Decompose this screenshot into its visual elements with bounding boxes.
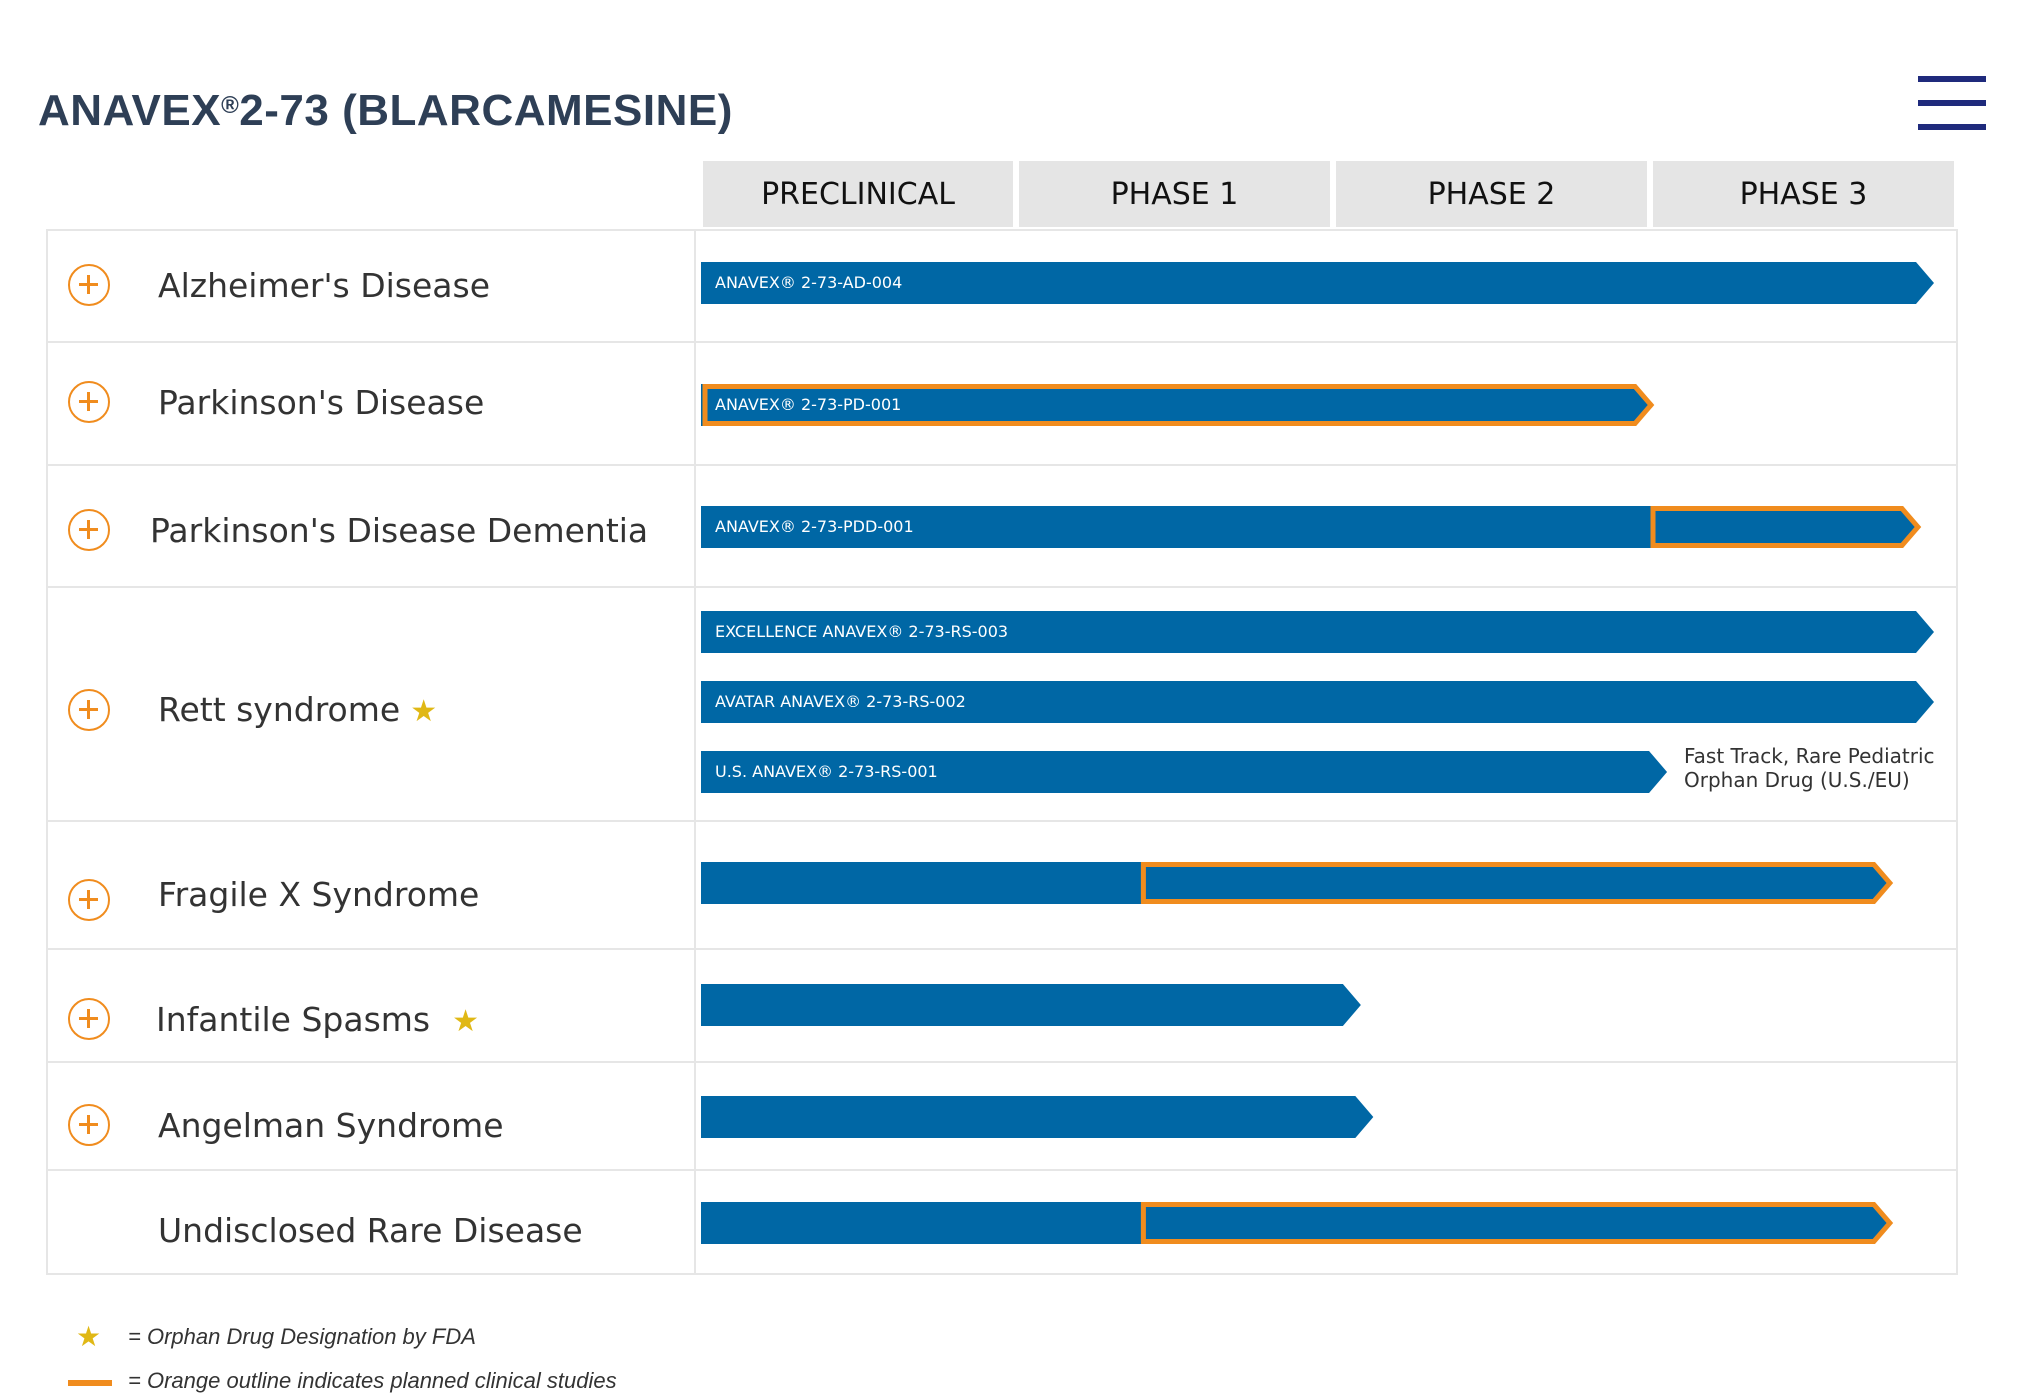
- indication-undisclosed: Undisclosed Rare Disease: [158, 1211, 583, 1250]
- row-divider: [46, 820, 1958, 822]
- trial-bar-fill: [701, 751, 1668, 793]
- trial-bar-undisclosed[interactable]: [701, 1202, 1894, 1244]
- rett-note-line-2: Orphan Drug (U.S./EU): [1684, 768, 1910, 792]
- trial-bar-rs-003[interactable]: EXCELLENCE ANAVEX® 2-73-RS-003: [701, 611, 1934, 653]
- trial-bar-shape: [701, 1096, 1374, 1138]
- trial-bar-ad-004[interactable]: ANAVEX® 2-73-AD-004: [701, 262, 1934, 304]
- registered-mark: ®: [221, 92, 240, 119]
- orphan-star-icon: ★: [410, 694, 438, 729]
- planned-outline: [1650, 506, 1922, 548]
- legend-planned-text: = Orange outline indicates planned clini…: [128, 1368, 617, 1393]
- title-brand: ANAVEX: [38, 86, 222, 135]
- trial-bar-pdd-001[interactable]: ANAVEX® 2-73-PDD-001: [701, 506, 1922, 548]
- trial-bar-shape: [701, 384, 1655, 426]
- indication-angelman: Angelman Syndrome: [158, 1106, 504, 1145]
- row-divider: [46, 586, 1958, 588]
- trial-bar-shape: [701, 751, 1668, 793]
- trial-bar-shape: [701, 611, 1934, 653]
- trial-bar-fill: [701, 611, 1934, 653]
- expand-plus-icon[interactable]: [68, 1104, 110, 1146]
- trial-label: ANAVEX® 2-73-AD-004: [715, 273, 903, 292]
- trial-label: ANAVEX® 2-73-PD-001: [715, 395, 902, 414]
- trial-label: AVATAR ANAVEX® 2-73-RS-002: [715, 692, 966, 711]
- indication-rett-label: Rett syndrome: [158, 690, 401, 729]
- trial-bar-fill: [701, 984, 1361, 1026]
- hamburger-menu-icon[interactable]: [1918, 76, 1986, 130]
- indication-infantile-spasms: Infantile Spasms ★: [156, 1000, 479, 1042]
- phase-header-phase-3: PHASE 3: [1653, 161, 1954, 227]
- expand-plus-icon[interactable]: [68, 879, 110, 921]
- indication-rett: Rett syndrome ★: [158, 690, 437, 732]
- expand-plus-icon[interactable]: [68, 689, 110, 731]
- title-compound: 2-73 (BLARCAMESINE): [239, 86, 733, 135]
- trial-bar-infantile-spasms[interactable]: [701, 984, 1361, 1026]
- legend-orphan-text: = Orphan Drug Designation by FDA: [128, 1324, 476, 1349]
- trial-bar-rs-001[interactable]: U.S. ANAVEX® 2-73-RS-001: [701, 751, 1668, 793]
- row-divider: [46, 948, 1958, 950]
- rett-designation-note: Fast Track, Rare Pediatric Orphan Drug (…: [1684, 744, 1935, 792]
- expand-plus-icon[interactable]: [68, 264, 110, 306]
- indication-fragile-x: Fragile X Syndrome: [158, 875, 480, 914]
- row-divider: [46, 1169, 1958, 1171]
- page-title: ANAVEX®2-73 (BLARCAMESINE): [38, 86, 733, 136]
- legend-orange-line: [68, 1380, 112, 1386]
- trial-bar-shape: [701, 506, 1922, 548]
- column-divider: [694, 229, 696, 1275]
- trial-label: ANAVEX® 2-73-PDD-001: [715, 517, 914, 536]
- trial-bar-fill: [701, 681, 1934, 723]
- indication-alzheimers: Alzheimer's Disease: [158, 266, 491, 305]
- expand-plus-icon[interactable]: [68, 998, 110, 1040]
- expand-plus-icon[interactable]: [68, 509, 110, 551]
- planned-outline: [1140, 862, 1894, 904]
- phase-header-preclinical: PRECLINICAL: [703, 161, 1013, 227]
- trial-bar-fragile-x[interactable]: [701, 862, 1894, 904]
- trial-label: EXCELLENCE ANAVEX® 2-73-RS-003: [715, 622, 1009, 641]
- planned-outline: [702, 384, 1655, 426]
- trial-bar-fill: [701, 384, 1653, 426]
- trial-bar-shape: [701, 862, 1894, 904]
- trial-bar-fill: [701, 1096, 1374, 1138]
- trial-bar-fill: [701, 862, 1892, 904]
- trial-bar-pd-001[interactable]: ANAVEX® 2-73-PD-001: [701, 384, 1655, 426]
- trial-bar-angelman[interactable]: [701, 1096, 1374, 1138]
- trial-bar-fill: [701, 262, 1934, 304]
- legend-star-icon: ★: [76, 1320, 102, 1353]
- row-divider: [46, 1061, 1958, 1063]
- phase-header-phase-2: PHASE 2: [1336, 161, 1647, 227]
- trial-bar-shape: [701, 681, 1934, 723]
- pipeline-table: [46, 229, 1958, 1275]
- indication-infantile-spasms-label: Infantile Spasms: [156, 1000, 431, 1039]
- trial-bar-rs-002[interactable]: AVATAR ANAVEX® 2-73-RS-002: [701, 681, 1934, 723]
- indication-parkinsons: Parkinson's Disease: [158, 383, 485, 422]
- planned-outline: [1140, 1202, 1894, 1244]
- phase-header-phase-1: PHASE 1: [1019, 161, 1330, 227]
- orphan-star-icon: ★: [452, 1004, 480, 1039]
- expand-plus-icon[interactable]: [68, 381, 110, 423]
- indication-parkinsons-dementia: Parkinson's Disease Dementia: [150, 511, 649, 550]
- trial-bar-fill: [701, 506, 1920, 548]
- trial-bar-shape: [701, 1202, 1894, 1244]
- trial-bar-shape: [701, 262, 1934, 304]
- row-divider: [46, 464, 1958, 466]
- row-divider: [46, 341, 1958, 343]
- trial-label: U.S. ANAVEX® 2-73-RS-001: [715, 762, 938, 781]
- rett-note-line-1: Fast Track, Rare Pediatric: [1684, 744, 1935, 768]
- trial-bar-shape: [701, 984, 1361, 1026]
- trial-bar-fill: [701, 1202, 1892, 1244]
